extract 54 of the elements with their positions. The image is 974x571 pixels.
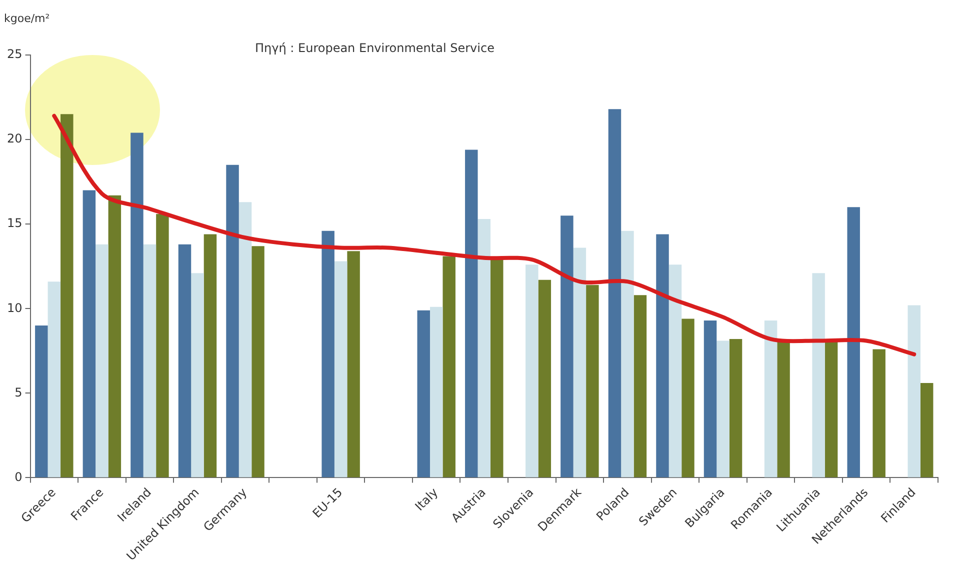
bar — [847, 207, 860, 478]
y-tick-label: 5 — [14, 385, 22, 400]
bar — [204, 234, 217, 478]
bar — [60, 114, 74, 478]
bar — [812, 273, 825, 478]
bar — [156, 214, 169, 478]
bar — [238, 202, 252, 478]
bar — [560, 216, 574, 478]
bar — [130, 132, 144, 478]
bar — [191, 273, 204, 478]
bar — [347, 251, 360, 478]
bar — [704, 320, 717, 478]
line-series — [52, 114, 916, 356]
y-tick-label: 0 — [14, 470, 22, 484]
y-tick-label: 25 — [6, 47, 22, 62]
bar — [872, 349, 886, 478]
bar — [908, 305, 920, 478]
bar — [478, 219, 491, 478]
bar — [682, 318, 694, 478]
bar — [729, 339, 742, 478]
bar — [442, 256, 456, 478]
bar — [322, 230, 334, 478]
bar — [226, 164, 239, 478]
bar — [465, 150, 478, 478]
y-tick-label: 20 — [6, 132, 22, 146]
y-tick-label: 15 — [6, 216, 22, 230]
bar — [430, 306, 443, 478]
bar — [573, 248, 586, 478]
bar — [48, 282, 61, 478]
y-axis-title: kgoe/m² — [4, 12, 50, 25]
bar — [178, 244, 192, 478]
bar — [621, 230, 634, 478]
bar — [96, 244, 108, 478]
bar — [526, 264, 538, 478]
bar — [668, 264, 682, 478]
bar — [634, 295, 647, 478]
bar — [764, 320, 778, 478]
bar — [608, 109, 622, 478]
bar — [538, 280, 552, 478]
y-tick-label: 10 — [6, 300, 22, 315]
bar — [108, 195, 122, 478]
bar — [586, 284, 599, 478]
bar — [777, 340, 790, 478]
bar — [143, 244, 156, 478]
bar — [656, 234, 669, 478]
bar — [334, 261, 348, 478]
bar — [252, 246, 264, 478]
bar — [35, 326, 48, 478]
bar — [417, 310, 430, 478]
text: Πηγή : European Environmental Service — [255, 41, 494, 55]
bar — [920, 383, 934, 478]
bar — [82, 190, 96, 478]
bar — [824, 340, 838, 478]
bar — [716, 340, 730, 478]
